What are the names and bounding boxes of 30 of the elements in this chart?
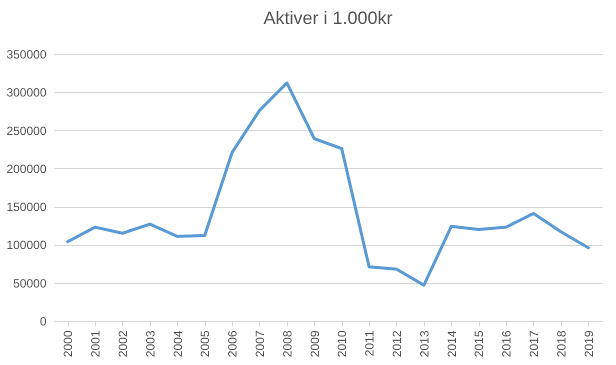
x-tick-label: 2005 [198, 330, 212, 358]
x-tick-label: 2007 [253, 330, 267, 358]
y-tick-label: 0 [40, 314, 47, 328]
x-tick-label: 2001 [88, 330, 103, 358]
x-tick-label: 2015 [472, 330, 486, 358]
x-tick-label: 2016 [500, 330, 514, 358]
x-tick-label: 2017 [527, 330, 541, 358]
x-tick-label: 2009 [308, 330, 322, 358]
y-tick-label: 150000 [6, 200, 47, 214]
x-tick-label: 2010 [335, 330, 350, 358]
y-tick-label: 350000 [6, 48, 47, 62]
x-tick-label: 2000 [61, 330, 76, 358]
x-tick-label: 2002 [116, 330, 130, 358]
x-tick-label: 2003 [143, 330, 158, 358]
y-tick-label: 50000 [13, 276, 47, 290]
x-tick-label: 2013 [417, 330, 432, 358]
x-tick-label: 2018 [554, 330, 568, 358]
y-tick-label: 300000 [6, 86, 47, 100]
y-tick-label: 200000 [6, 162, 47, 176]
line-series [66, 81, 590, 287]
x-tick-label: 2019 [582, 330, 596, 358]
chart-title: Aktiver i 1.000kr [263, 8, 393, 28]
x-tick-label: 2011 [362, 330, 377, 356]
x-tick-label: 2012 [390, 330, 404, 358]
x-tick-label: 2008 [280, 330, 294, 358]
x-tick-label: 2004 [170, 330, 185, 358]
y-tick-label: 250000 [6, 124, 47, 138]
x-tick-label: 2014 [444, 330, 459, 358]
y-tick-label: 100000 [6, 238, 47, 252]
x-tick-label: 2006 [226, 330, 240, 358]
